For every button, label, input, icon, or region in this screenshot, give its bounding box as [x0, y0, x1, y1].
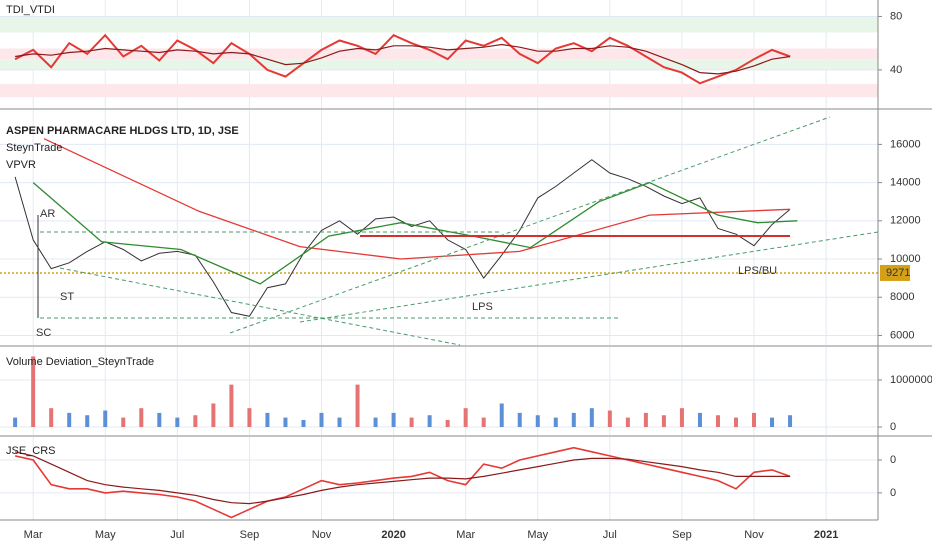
volume-bar: [13, 417, 18, 427]
volume-bar: [157, 412, 162, 427]
x-tick-label: Sep: [240, 529, 260, 541]
price-level-label: 9271: [886, 267, 910, 279]
series-line: [32, 181, 798, 285]
volume-bar: [175, 417, 180, 427]
series-line: [14, 33, 791, 85]
annotation: LPS: [472, 301, 493, 313]
volume-bar: [85, 415, 90, 427]
annotation: SC: [36, 327, 51, 339]
volume-bar: [121, 417, 126, 427]
volume-bar: [697, 412, 702, 427]
trend-line: [229, 116, 831, 334]
volume-bar: [211, 403, 216, 427]
x-tick-label: Jul: [603, 529, 617, 541]
volume-bar: [715, 415, 720, 427]
annotation: LPS/BU: [738, 265, 777, 277]
volume-bar: [49, 408, 54, 427]
volume-bar: [535, 415, 540, 427]
y-tick-label: 0: [890, 421, 896, 433]
series-line: [14, 446, 791, 519]
y-tick-label: 10000: [890, 253, 921, 265]
volume-bar: [391, 412, 396, 427]
y-tick-label: 8000: [890, 291, 914, 303]
volume-bar: [788, 415, 793, 427]
series-line: [15, 43, 791, 75]
volume-bar: [409, 417, 414, 427]
volume-bar: [103, 410, 108, 427]
series-line: [43, 138, 791, 260]
volume-bar: [31, 356, 36, 427]
volume-bar: [427, 415, 432, 427]
volume-bar: [265, 412, 270, 427]
x-tick-label: Nov: [312, 529, 332, 541]
volume-bar: [283, 417, 288, 427]
layout: [0, 0, 932, 521]
x-tick-label: Jul: [170, 529, 184, 541]
volume-bar: [752, 412, 757, 427]
volume-bar: [679, 408, 684, 427]
band: [0, 83, 878, 98]
volume-bar: [517, 412, 522, 427]
price-level-box: [880, 264, 910, 281]
volume-bar: [661, 415, 666, 427]
volume-bar: [355, 384, 360, 427]
volume-bar: [373, 417, 378, 427]
y-tick-label: 0: [890, 487, 896, 499]
x-tick-label: Mar: [456, 529, 475, 541]
y-tick-label: 12000: [890, 215, 921, 227]
y-tick-label: 0: [890, 454, 896, 466]
volume-bar: [445, 419, 450, 427]
panel-title: TDI_VTDI: [6, 4, 55, 16]
band: [0, 59, 878, 70]
volume-bar: [499, 403, 504, 427]
y-tick-label: 6000: [890, 329, 914, 341]
volume-bar: [247, 408, 252, 427]
volume-bar: [139, 408, 144, 427]
volume-bar: [193, 415, 198, 427]
trend-line: [299, 231, 879, 323]
x-tick-label: May: [95, 529, 116, 541]
volume-bar: [571, 412, 576, 427]
panel-subtitle: VPVR: [6, 159, 36, 171]
volume-bar: [607, 410, 612, 427]
volume-bar: [770, 417, 775, 427]
panel-subtitle: SteynTrade: [6, 142, 62, 154]
trend-line: [59, 267, 461, 346]
series-line: [14, 451, 791, 505]
y-tick-label: 40: [890, 64, 902, 76]
volume-bar: [481, 417, 486, 427]
annotation: AR: [40, 208, 55, 220]
x-tick-label: 2021: [814, 529, 838, 541]
y-tick-label: 14000: [890, 177, 921, 189]
x-tick-label: May: [527, 529, 548, 541]
volume-bar: [553, 417, 558, 427]
volume-bar: [733, 417, 738, 427]
volume-bar: [229, 384, 234, 427]
y-tick-label: 16000: [890, 138, 921, 150]
panel-title: Volume Deviation_SteynTrade: [6, 356, 154, 368]
volume-bar: [301, 419, 306, 427]
series-line: [14, 159, 791, 317]
y-tick-label: 80: [890, 10, 902, 22]
x-tick-label: Mar: [24, 529, 43, 541]
panel-title: ASPEN PHARMACARE HLDGS LTD, 1D, JSE: [6, 125, 239, 137]
volume-bar: [625, 417, 630, 427]
x-tick-label: 2020: [381, 529, 405, 541]
volume-bar: [643, 412, 648, 427]
panel-title: JSE_CRS: [6, 445, 56, 457]
volume-bar: [463, 408, 468, 427]
x-tick-label: Sep: [672, 529, 692, 541]
x-tick-label: Nov: [744, 529, 764, 541]
volume-bar: [67, 412, 72, 427]
volume-bar: [589, 408, 594, 427]
volume-bar: [319, 412, 324, 427]
band: [0, 16, 878, 33]
annotation: ST: [60, 291, 74, 303]
volume-bar: [337, 417, 342, 427]
